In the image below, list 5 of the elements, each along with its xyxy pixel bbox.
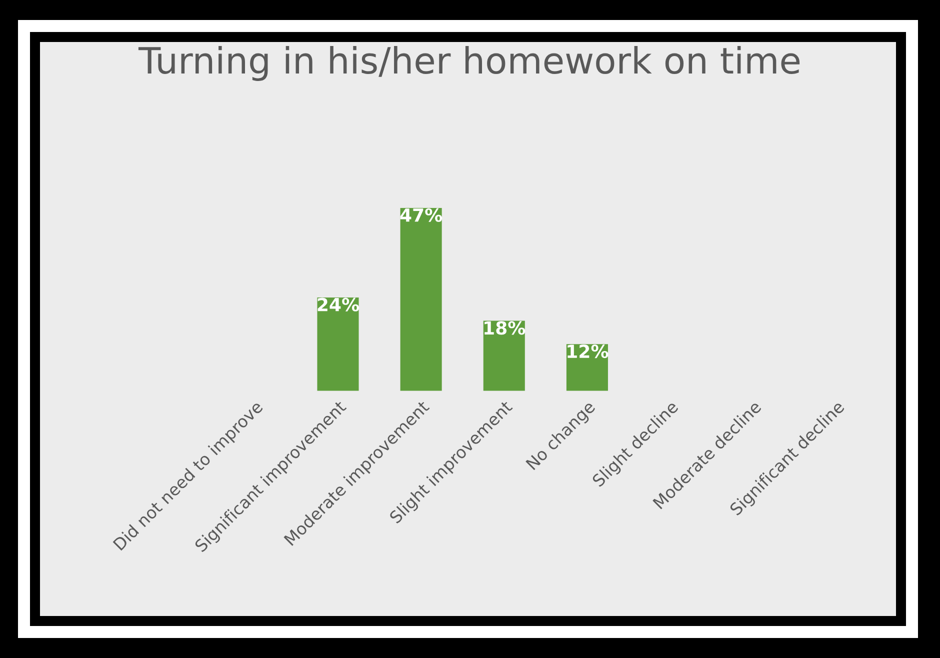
data-label: 24% xyxy=(318,298,360,312)
chart-title: Turning in his/her homework on time xyxy=(138,46,800,82)
data-label: 47% xyxy=(400,208,442,222)
bar xyxy=(317,297,359,391)
bar xyxy=(400,208,442,391)
